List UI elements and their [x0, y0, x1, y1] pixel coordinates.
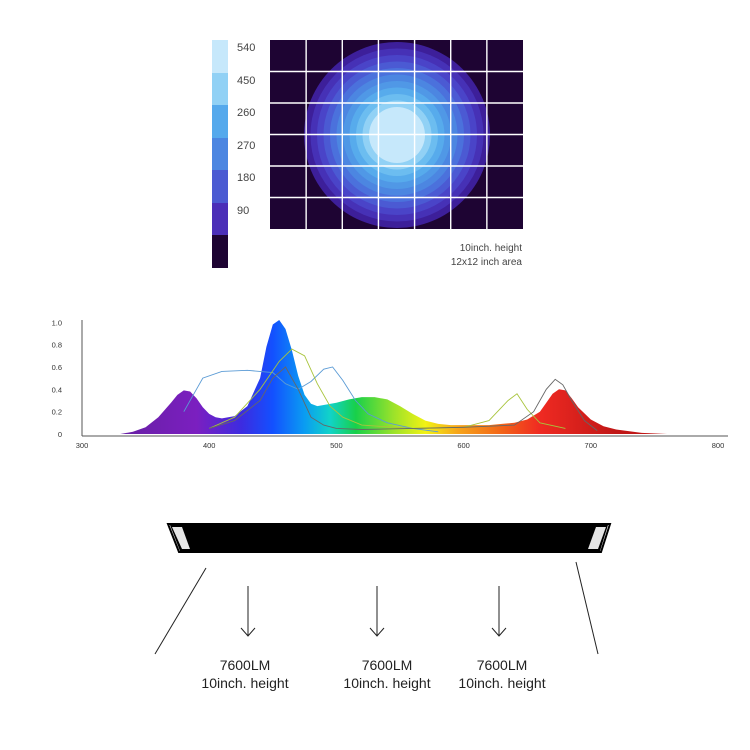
- y-tick-label: 0.2: [52, 408, 62, 417]
- spectrum-area: [120, 320, 668, 434]
- y-tick-label: 0: [58, 430, 62, 439]
- output-lumens: 7600LM: [476, 657, 528, 673]
- y-tick-label: 0.6: [52, 363, 62, 372]
- x-tick-label: 300: [76, 441, 89, 450]
- reference-curve: [209, 348, 566, 429]
- down-arrow-2: [369, 586, 385, 637]
- y-tick-label: 0.8: [52, 341, 62, 350]
- down-arrow-1: [240, 586, 256, 637]
- output-label-2: 7600LM 10inch. height: [322, 656, 452, 692]
- legend-swatch: [212, 235, 228, 268]
- output-lumens: 7600LM: [219, 657, 271, 673]
- irradiance-heatmap: [270, 40, 523, 229]
- fixture-body: [170, 525, 608, 551]
- legend-swatch: [212, 137, 228, 171]
- map-caption-area: 12x12 inch area: [450, 257, 522, 268]
- x-tick-label: 500: [330, 441, 343, 450]
- legend-label: 540: [237, 42, 256, 54]
- x-tick-label: 600: [457, 441, 470, 450]
- heatmap-grid: [270, 40, 523, 229]
- fixture-end-left: [172, 527, 190, 549]
- output-height: 10inch. height: [201, 675, 289, 691]
- light-fixture: [166, 523, 612, 553]
- down-arrow-3: [491, 586, 507, 637]
- spectrum-chart: 300 400 500 600 700 800 0 0.2 0.4 0.6 0.8 1.0: [52, 318, 728, 450]
- legend-color-bar: [212, 40, 228, 268]
- output-height: 10inch. height: [458, 675, 546, 691]
- x-tick-label: 400: [203, 441, 216, 450]
- legend-label: 270: [237, 139, 256, 152]
- output-label-3: 7600LM 10inch. height: [437, 656, 567, 692]
- beam-edge-right: [575, 561, 599, 655]
- beam-diagram: [154, 561, 599, 655]
- legend-swatch: [212, 40, 228, 73]
- legend-label: 180: [237, 172, 256, 185]
- x-tick-label: 700: [585, 441, 598, 450]
- legend-label: 90: [237, 204, 250, 217]
- reference-curve: [183, 366, 439, 433]
- legend-swatch: [212, 72, 228, 106]
- output-lumens: 7600LM: [361, 657, 413, 673]
- legend-label: 260: [237, 107, 256, 120]
- reference-curve: [209, 366, 598, 431]
- legend-swatch: [212, 202, 228, 236]
- map-caption-height: 10inch. height: [459, 243, 522, 254]
- beam-edge-left: [154, 567, 207, 655]
- y-tick-label: 0.4: [52, 385, 62, 394]
- fixture-end-right: [588, 527, 606, 549]
- y-tick-label: 1.0: [52, 318, 62, 327]
- legend-swatch: [212, 170, 228, 203]
- legend-label: 450: [237, 74, 256, 87]
- legend-swatch: [212, 105, 228, 138]
- output-height: 10inch. height: [343, 675, 431, 691]
- output-label-1: 7600LM 10inch. height: [180, 656, 310, 692]
- x-tick-label: 800: [712, 441, 725, 450]
